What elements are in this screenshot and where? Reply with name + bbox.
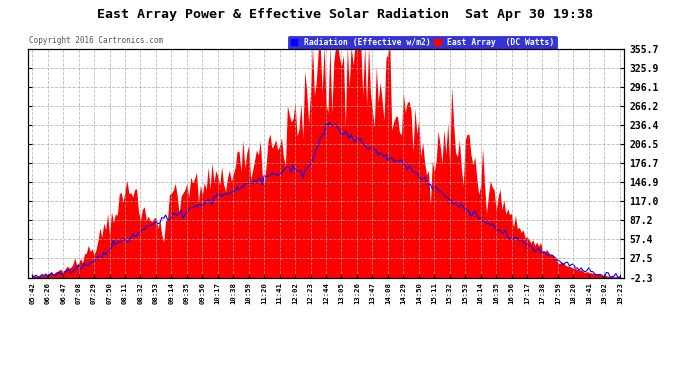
Text: Copyright 2016 Cartronics.com: Copyright 2016 Cartronics.com xyxy=(29,36,163,45)
Text: East Array Power & Effective Solar Radiation  Sat Apr 30 19:38: East Array Power & Effective Solar Radia… xyxy=(97,8,593,21)
Legend: Radiation (Effective w/m2), East Array  (DC Watts): Radiation (Effective w/m2), East Array (… xyxy=(288,36,557,50)
